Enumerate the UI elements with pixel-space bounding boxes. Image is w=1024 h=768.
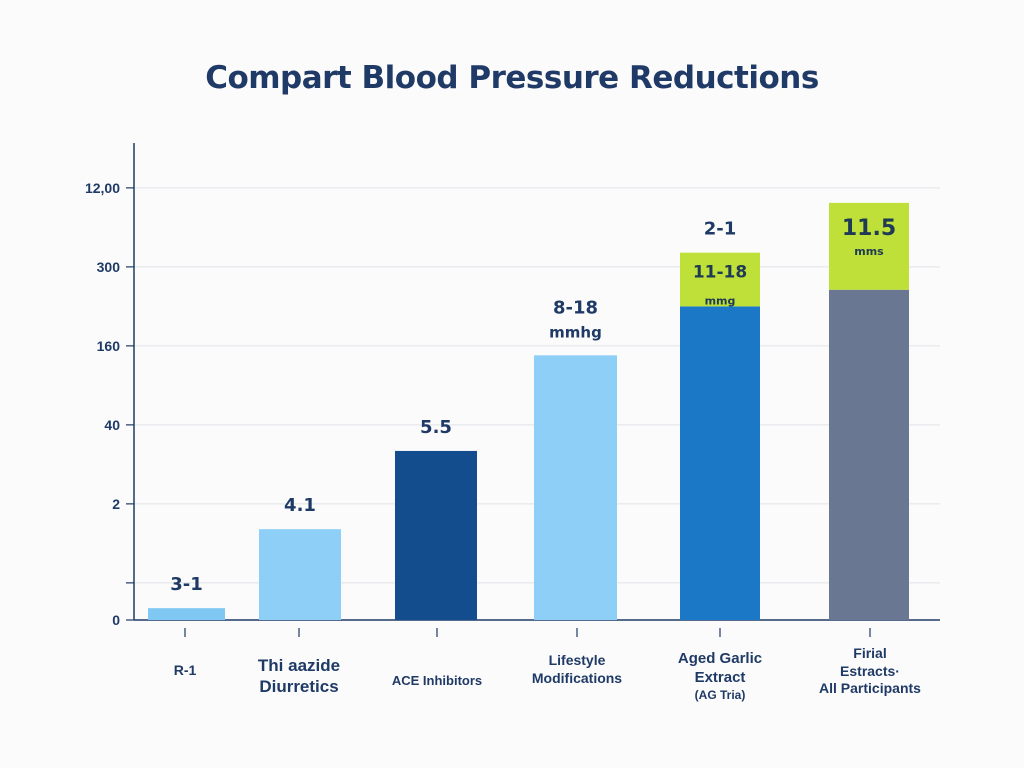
data-label-inside: 11.5 <box>842 216 896 241</box>
bar-segment-top <box>829 202 909 290</box>
bar <box>829 289 909 620</box>
x-category-label-line: Thi aazide <box>257 656 341 675</box>
data-label: mmhg <box>549 323 602 341</box>
x-category-label: Firial Estracts· All Participants <box>790 645 950 698</box>
bar <box>395 450 477 620</box>
x-category-label: R-1 <box>105 662 265 680</box>
x-category-label-line: ACE Inhibitors <box>391 673 483 688</box>
x-category-label-line: Firial <box>853 645 887 661</box>
x-category-label: Aged Garlic Extract (AG Tria) <box>640 650 800 703</box>
y-tick-label: 2 <box>112 496 120 512</box>
x-category-label-line: Aged Garlic <box>677 650 763 667</box>
bar-segment-top <box>680 252 760 307</box>
y-tick-label: 12,00 <box>85 180 120 196</box>
y-tick-label: 40 <box>104 417 120 433</box>
x-category-label: ACE Inhibitors <box>357 673 517 689</box>
data-label: 5.5 <box>420 417 452 438</box>
data-label-inside: 11-18 <box>693 263 747 283</box>
y-tick-label: 160 <box>97 338 121 354</box>
x-category-label: Lifestyle Modifications <box>497 652 657 687</box>
data-label: 3-1 <box>170 574 203 595</box>
x-category-label-line: Estracts· <box>840 662 900 679</box>
x-category-label-line: All Participants <box>819 680 921 696</box>
chart-title: Compart Blood Pressure Reductions <box>205 60 819 96</box>
x-category-label-line: Modifications <box>531 669 623 686</box>
y-tick-label: 0 <box>112 612 120 628</box>
y-tick-label: 300 <box>97 259 121 275</box>
data-label: 8-18 <box>553 297 598 318</box>
x-category-label-line: Lifestyle <box>548 652 606 668</box>
bar <box>259 529 341 620</box>
data-label-inside: mmg <box>705 295 736 308</box>
bar <box>534 355 617 620</box>
data-label-inside: mms <box>854 245 884 258</box>
bar <box>680 306 760 620</box>
x-category-label-line: (AG Tria) <box>694 687 746 702</box>
x-category-label-line: Extract <box>694 668 746 686</box>
bar <box>148 608 225 620</box>
data-label: 4.1 <box>284 495 316 516</box>
x-category-label: Thi aazide Diurretics <box>219 655 379 698</box>
x-category-label-line: R-1 <box>173 662 197 678</box>
x-category-label-line: Diurretics <box>259 677 339 697</box>
data-label: 2-1 <box>704 219 737 240</box>
